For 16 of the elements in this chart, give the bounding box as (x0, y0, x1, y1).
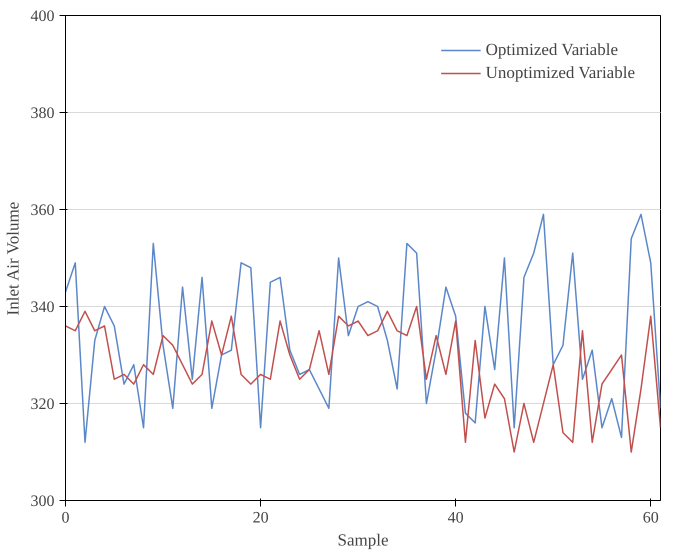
y-tick-label: 340 (30, 299, 54, 316)
y-tick-label: 360 (30, 202, 54, 219)
legend-label: Optimized Variable (486, 40, 618, 60)
line-series (66, 306, 660, 453)
x-tick-label: 60 (642, 510, 659, 526)
y-tick-label: 320 (30, 396, 54, 413)
y-axis-title: Inlet Air Volume (4, 202, 22, 316)
x-tick-label: 20 (252, 510, 269, 526)
line-series (66, 214, 660, 444)
x-tick-label: 0 (62, 510, 70, 526)
y-tick-label: 300 (30, 493, 54, 510)
x-axis-title: Sample (338, 530, 389, 550)
y-tick-label: 400 (30, 8, 54, 25)
x-tick-label: 40 (448, 510, 464, 526)
legend-label: Unoptimized Variable (486, 63, 635, 83)
y-tick-label: 380 (30, 105, 54, 122)
